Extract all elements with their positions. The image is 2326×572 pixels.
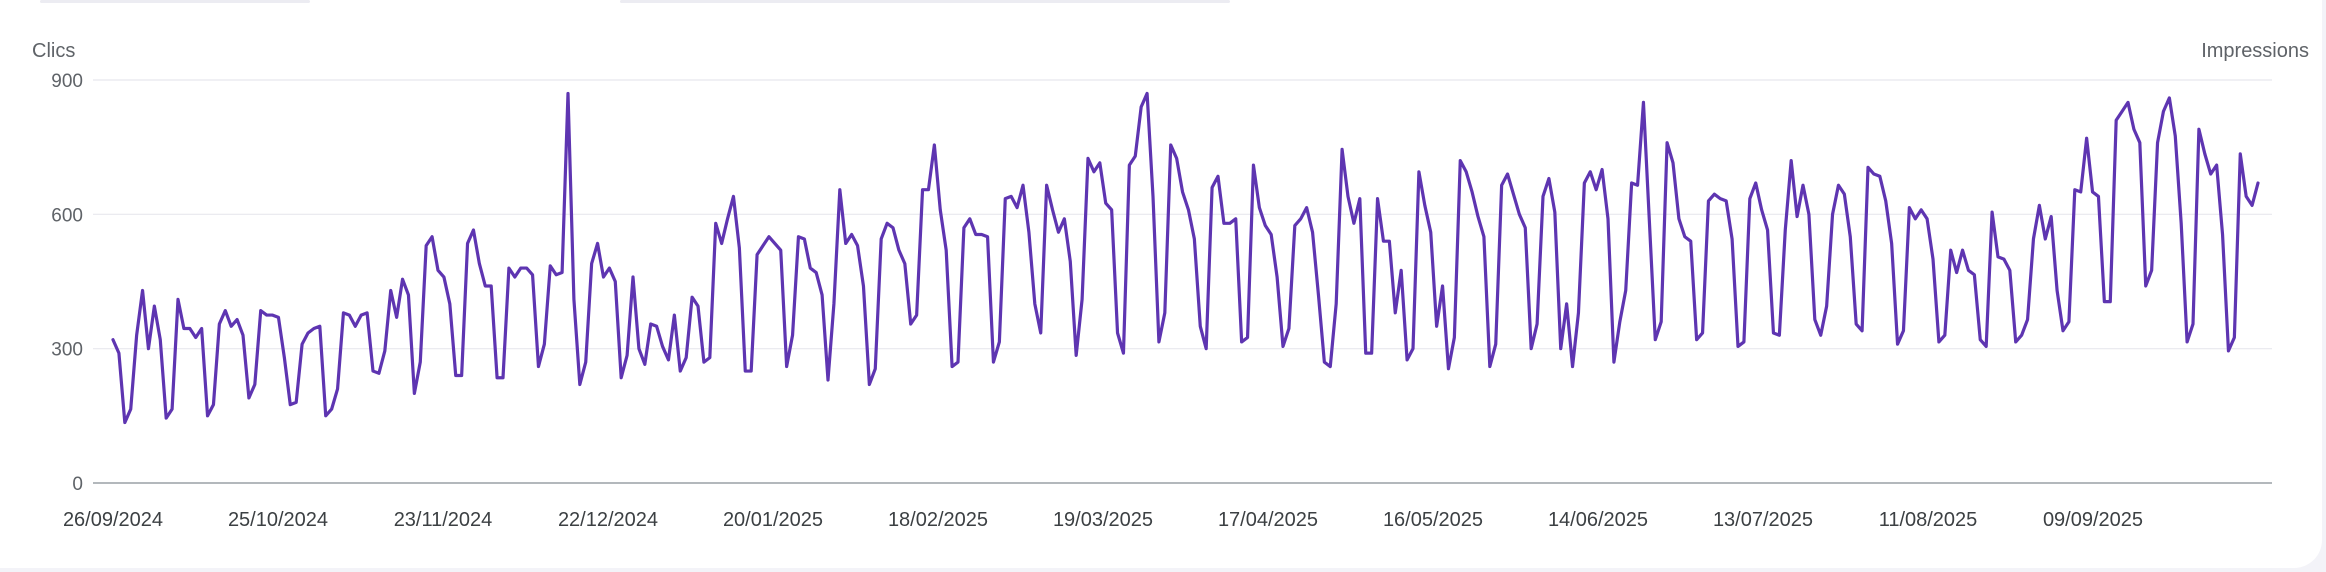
y-tick-label: 900 <box>51 71 83 92</box>
y-tick-label: 0 <box>72 474 83 495</box>
x-tick-label: 22/12/2024 <box>558 509 658 531</box>
x-tick-label: 25/10/2024 <box>228 509 328 531</box>
x-tick-label: 20/01/2025 <box>723 509 823 531</box>
tab-strip-edge <box>620 0 1230 3</box>
tab-strip-edge <box>40 0 310 3</box>
x-tick-label: 26/09/2024 <box>63 509 163 531</box>
x-tick-label: 18/02/2025 <box>888 509 988 531</box>
x-tick-label: 13/07/2025 <box>1713 509 1813 531</box>
x-tick-label: 19/03/2025 <box>1053 509 1153 531</box>
series-line-clics <box>111 91 2260 425</box>
x-tick-label: 14/06/2025 <box>1548 509 1648 531</box>
x-tick-label: 17/04/2025 <box>1218 509 1318 531</box>
x-tick-label: 09/09/2025 <box>2043 509 2143 531</box>
left-axis-title: Clics <box>32 40 76 62</box>
y-tick-label: 600 <box>51 205 83 226</box>
y-tick-label: 300 <box>51 340 83 361</box>
x-tick-label: 11/08/2025 <box>1879 509 1978 531</box>
x-tick-label: 23/11/2024 <box>394 509 493 531</box>
x-tick-label: 16/05/2025 <box>1383 509 1483 531</box>
right-axis-title: Impressions <box>2201 40 2309 62</box>
